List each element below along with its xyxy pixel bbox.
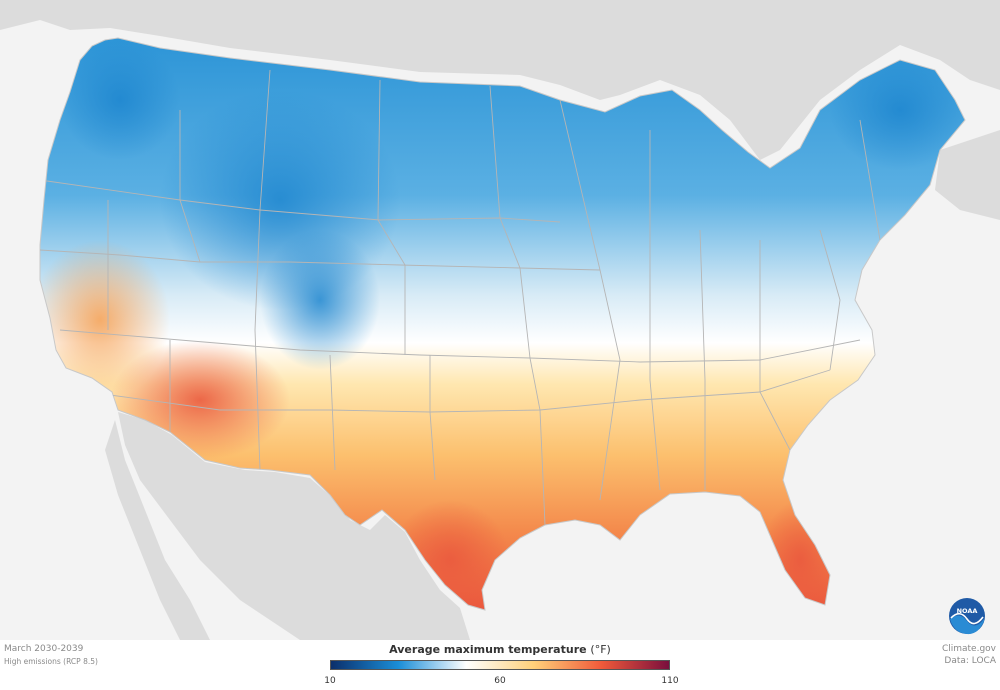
caption: March 2030-2039 High emissions (RCP 8.5) xyxy=(4,643,98,667)
legend-title: Average maximum temperature (°F) xyxy=(330,643,670,656)
state-boundaries xyxy=(40,69,881,526)
surrounding-land xyxy=(0,0,1000,640)
credits: Climate.gov Data: LOCA xyxy=(942,643,996,667)
noaa-logo-text: NOAA xyxy=(957,607,978,615)
legend-color-bar xyxy=(330,660,670,670)
caption-scenario: High emissions (RCP 8.5) xyxy=(4,657,98,666)
credit-data: Data: LOCA xyxy=(944,656,996,666)
noaa-logo: NOAA xyxy=(949,598,985,635)
legend-tick-max: 110 xyxy=(661,676,679,686)
credit-source: Climate.gov xyxy=(941,644,996,654)
legend-tick-min: 10 xyxy=(324,676,336,686)
legend-tick-mid: 60 xyxy=(494,676,506,686)
map-footer: March 2030-2039 High emissions (RCP 8.5)… xyxy=(0,640,1000,690)
legend-title-text: Average maximum temperature xyxy=(389,643,587,656)
legend-unit: (°F) xyxy=(590,643,611,656)
temperature-map xyxy=(0,0,1000,640)
caption-period: March 2030-2039 xyxy=(4,644,84,654)
